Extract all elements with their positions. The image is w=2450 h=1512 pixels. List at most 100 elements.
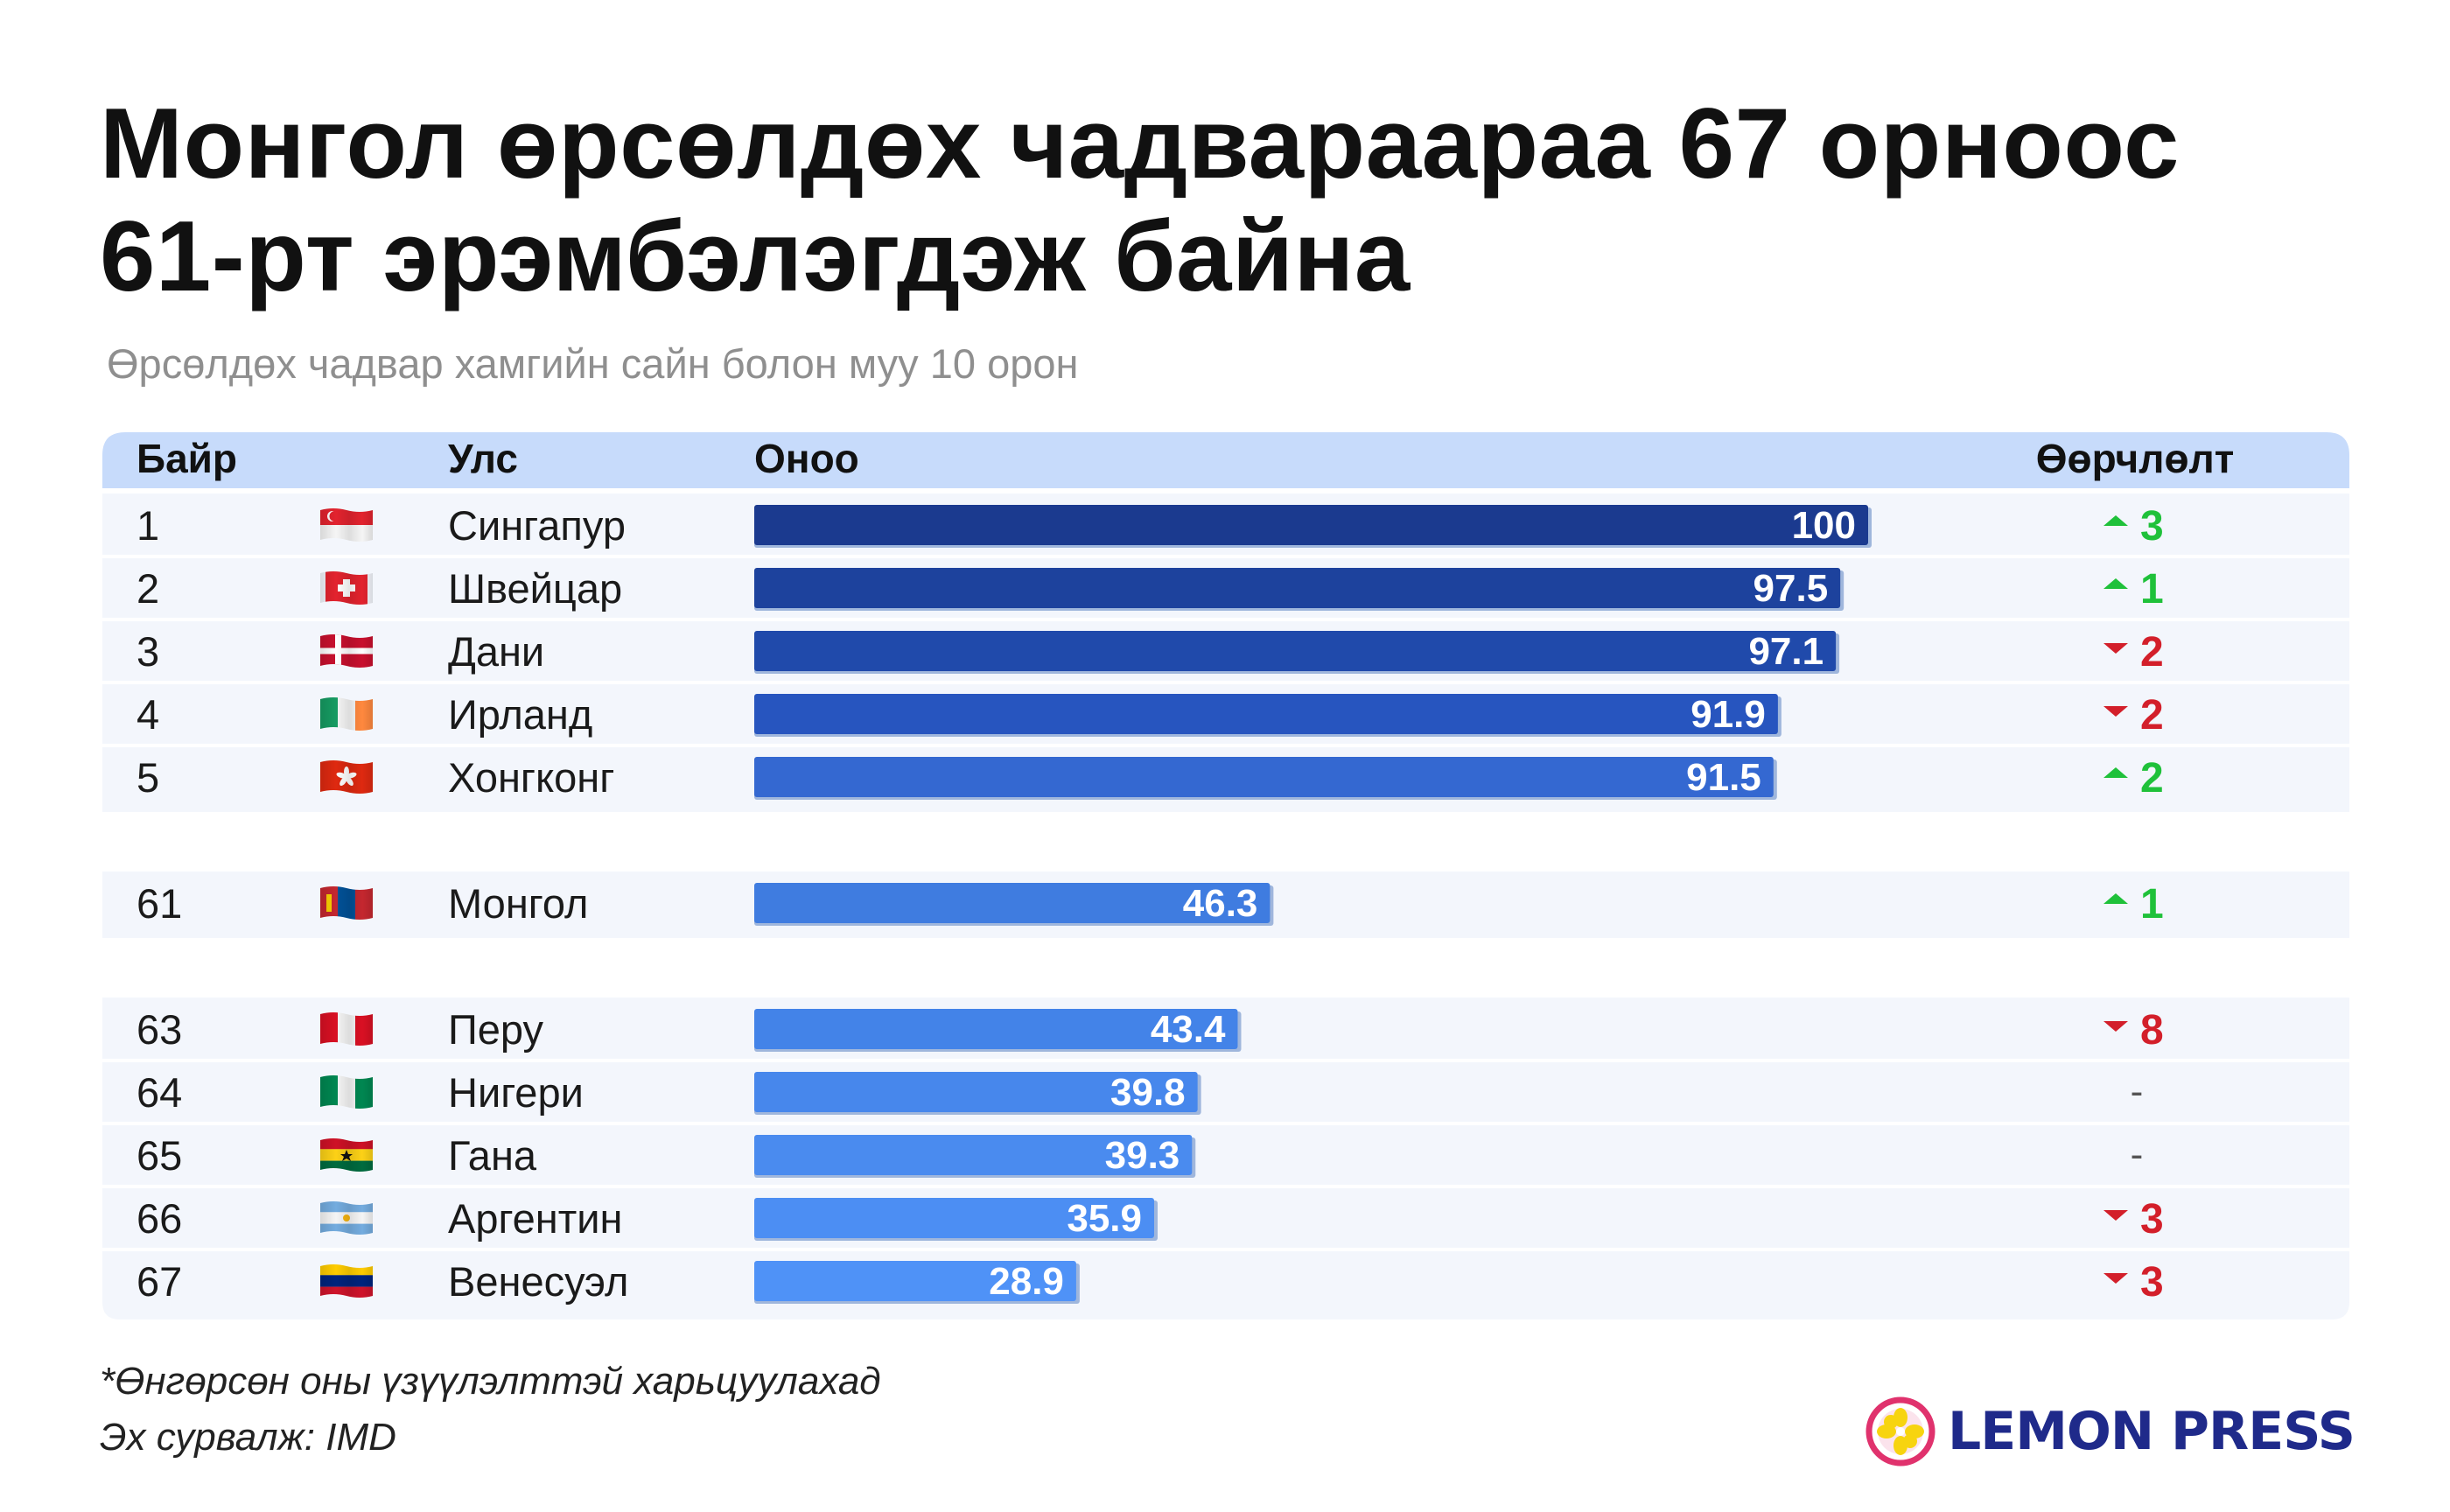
header-change: Өөрчлөлт (2036, 436, 2235, 481)
header-country: Улс (448, 436, 518, 481)
score-label: 35.9 (1067, 1197, 1142, 1240)
rank-value: 63 (136, 1006, 182, 1053)
arrow-down-icon (2104, 706, 2128, 717)
footnote: *Өнгөрсөн оны үзүүлэлттэй харьцуулахад (100, 1360, 881, 1403)
country-name: Нигери (448, 1069, 584, 1116)
rank-value: 2 (136, 565, 159, 612)
nigeria-flag-icon (320, 1075, 373, 1109)
country-name: Гана (448, 1132, 537, 1179)
table-header-bg (102, 432, 2349, 488)
table-row: 64 Нигери 39.8 - (102, 1059, 2349, 1124)
score-label: 100 (1792, 504, 1856, 547)
row-bg (102, 1186, 2349, 1250)
header-rank: Байр (136, 436, 237, 481)
country-name: Венесуэл (448, 1258, 628, 1305)
score-bar (754, 1072, 1198, 1112)
change-value: - (2131, 1070, 2144, 1113)
table-row: 3 Дани 97.1 2 (102, 618, 2349, 682)
title-line-2: 61-рт эрэмбэлэгдэж байна (100, 201, 1410, 312)
lemon-press-logo: LEMON PRESS (1866, 1395, 2356, 1468)
score-label: 28.9 (989, 1260, 1064, 1303)
arrow-down-icon (2104, 643, 2128, 654)
score-bar (754, 505, 1868, 545)
arrow-down-icon (2104, 1021, 2128, 1032)
country-name: Дани (448, 628, 544, 675)
score-label: 39.8 (1110, 1071, 1186, 1114)
change-value: 8 (2140, 1007, 2164, 1054)
table-row: 2 Швейцар 97.5 1 (102, 555, 2349, 620)
ireland-flag-icon (320, 697, 373, 731)
table-row: 66 Аргентин 35.9 3 (102, 1185, 2349, 1250)
country-name: Хонгконг (448, 754, 614, 801)
rank-value: 4 (136, 691, 159, 738)
change-value: 3 (2140, 1196, 2164, 1242)
table-row: 65 Гана 39.3 - (102, 1122, 2349, 1186)
source-note: Эх сурвалж: IMD (100, 1416, 396, 1459)
arrow-up-icon (2104, 893, 2128, 904)
score-label: 46.3 (1183, 882, 1258, 925)
row-bg (102, 1124, 2349, 1186)
footnote-block: *Өнгөрсөн оны үзүүлэлттэй харьцуулахад Э… (100, 1354, 881, 1466)
table-row: 63 Перу 43.4 8 (102, 998, 2349, 1060)
logo-text: LEMON PRESS (1948, 1401, 2356, 1462)
rank-value: 5 (136, 754, 159, 801)
table-row: 67 Венесуэл 28.9 3 (102, 1248, 2349, 1320)
country-name: Аргентин (448, 1195, 622, 1242)
mongolia-flag-icon (320, 886, 373, 920)
ghana-flag-icon (320, 1138, 373, 1172)
chart-title: Монгол өрсөлдөх чадвараараа 67 орноос 61… (100, 88, 2375, 313)
lemon-icon (1866, 1396, 1936, 1466)
change-value: 1 (2140, 566, 2164, 612)
change-value: 3 (2140, 1259, 2164, 1306)
row-bg (102, 1250, 2349, 1320)
singapore-flag-icon (320, 508, 373, 542)
change-value: 3 (2140, 503, 2164, 550)
table-row: 1 Сингапур 100 3 (102, 494, 2349, 556)
row-bg (102, 1060, 2349, 1124)
rank-value: 3 (136, 628, 159, 675)
rank-value: 1 (136, 502, 159, 549)
table-row: 4 Ирланд 91.9 2 (102, 681, 2349, 746)
country-name: Монгол (448, 880, 588, 927)
rank-value: 64 (136, 1069, 182, 1116)
change-value: 2 (2140, 755, 2164, 802)
score-label: 43.4 (1151, 1008, 1226, 1051)
rank-value: 65 (136, 1132, 182, 1179)
chart-subtitle: Өрсөлдөх чадвар хамгийн сайн болон муу 1… (107, 340, 1079, 387)
table-row: 5 Хонгконг 91.5 2 (102, 744, 2349, 812)
title-line-1: Монгол өрсөлдөх чадвараараа 67 орноос (100, 88, 2180, 200)
score-bar (754, 694, 1778, 734)
hongkong-flag-icon (320, 760, 373, 794)
change-value: 2 (2140, 629, 2164, 676)
venezuela-flag-icon (320, 1264, 373, 1298)
score-bar (754, 1198, 1155, 1238)
score-label: 39.3 (1105, 1134, 1180, 1177)
change-value: 1 (2140, 881, 2164, 928)
score-bar (754, 1135, 1193, 1175)
score-bar (754, 1261, 1076, 1301)
arrow-down-icon (2104, 1210, 2128, 1221)
score-bar (754, 631, 1837, 671)
score-bar (754, 1009, 1238, 1049)
arrow-up-icon (2104, 515, 2128, 526)
score-label: 91.9 (1690, 693, 1766, 736)
score-bar (754, 883, 1270, 923)
score-label: 97.1 (1748, 630, 1824, 673)
country-name: Сингапур (448, 502, 626, 549)
rank-value: 61 (136, 880, 182, 927)
score-label: 91.5 (1686, 756, 1761, 799)
switzerland-flag-icon (320, 571, 373, 605)
country-name: Ирланд (448, 691, 592, 738)
country-name: Швейцар (448, 565, 622, 612)
peru-flag-icon (320, 1012, 373, 1046)
arrow-up-icon (2104, 578, 2128, 589)
change-value: 2 (2140, 692, 2164, 738)
score-label: 97.5 (1754, 567, 1829, 610)
score-bar (754, 568, 1841, 608)
denmark-flag-icon (320, 634, 373, 668)
table-row: 61 Монгол 46.3 1 (102, 872, 2349, 938)
change-value: - (2131, 1133, 2144, 1176)
arrow-down-icon (2104, 1273, 2128, 1284)
rank-value: 66 (136, 1195, 182, 1242)
